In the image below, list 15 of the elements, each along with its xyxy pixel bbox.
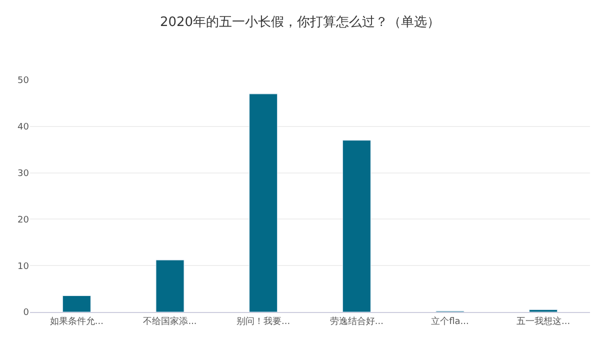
y-tick-label: 50: [18, 76, 30, 86]
bar: [529, 309, 558, 312]
bar: [62, 296, 91, 312]
x-tick-label: 如果条件允...: [50, 316, 104, 327]
x-tick-label: 立个fla...: [431, 316, 469, 327]
y-tick-label: 10: [18, 262, 30, 272]
y-tick-label: 20: [18, 215, 30, 226]
x-tick-label: 别问！我要...: [236, 316, 290, 327]
y-tick-label: 0: [23, 308, 30, 318]
x-tick-label: 不给国家添...: [143, 316, 197, 327]
y-tick-label: 30: [18, 168, 30, 179]
x-tick-label: 五一我想这...: [516, 316, 570, 327]
chart-title: 2020年的五一小长假，你打算怎么过？（单选）: [160, 14, 440, 30]
x-tick-label: 劳逸结合好...: [330, 316, 384, 327]
y-tick-label: 40: [18, 122, 30, 133]
